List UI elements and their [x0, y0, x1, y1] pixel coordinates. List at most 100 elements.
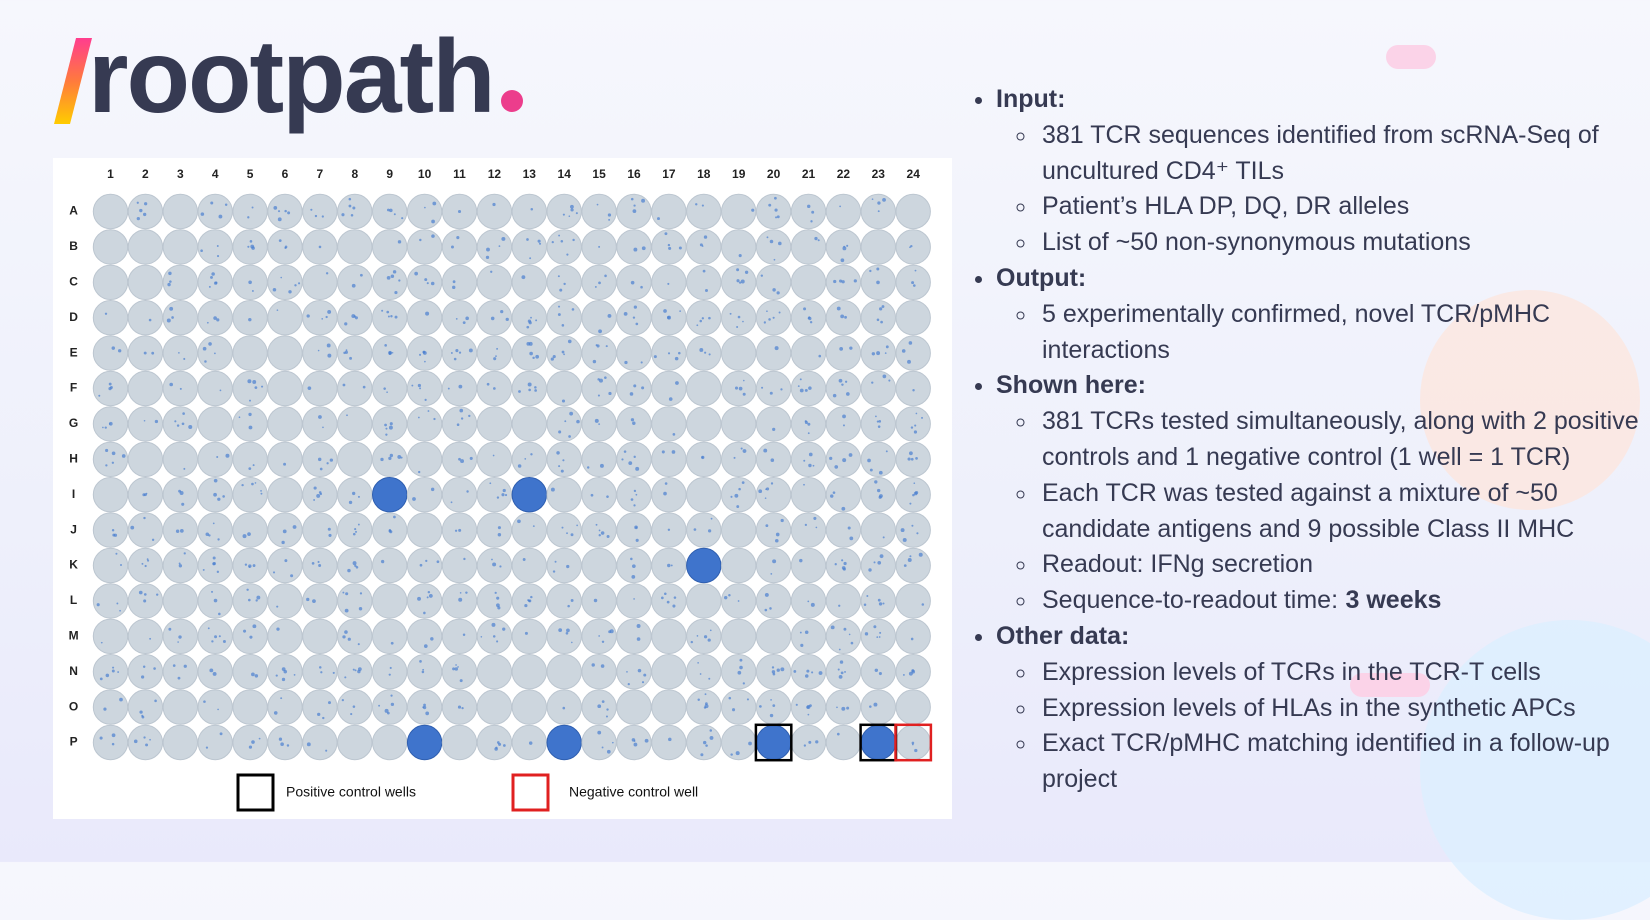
speck — [430, 637, 434, 641]
speck — [276, 605, 279, 608]
sub-bullet: Patient’s HLA DP, DQ, DR alleles — [1038, 189, 1650, 225]
speck — [430, 281, 435, 286]
speck — [181, 502, 185, 506]
speck — [845, 380, 848, 383]
well — [372, 583, 408, 619]
speck — [679, 310, 681, 312]
speck — [641, 198, 646, 203]
sub-bullet-bold: 3 weeks — [1345, 586, 1442, 615]
speck — [842, 246, 847, 251]
well — [232, 193, 268, 230]
speck — [561, 350, 565, 354]
speck — [806, 669, 810, 673]
speck — [421, 670, 425, 674]
bullet: Shown here: 381 TCRs tested simultaneousl… — [996, 368, 1650, 619]
speck — [633, 384, 637, 388]
speck — [283, 462, 287, 466]
speck — [357, 495, 360, 498]
speck — [328, 533, 332, 537]
well — [686, 441, 722, 477]
well — [406, 512, 443, 548]
speck — [848, 453, 853, 457]
speck — [708, 316, 711, 320]
speck — [830, 494, 834, 498]
speck — [742, 392, 746, 396]
speck — [386, 310, 390, 314]
speck — [527, 319, 532, 323]
well — [511, 547, 547, 584]
well — [267, 618, 303, 654]
speck — [673, 596, 677, 599]
speck — [739, 658, 743, 662]
well — [476, 583, 513, 619]
well — [686, 193, 722, 230]
well — [755, 370, 792, 407]
speck — [567, 339, 572, 344]
speck — [666, 600, 670, 604]
speck — [352, 561, 357, 566]
well — [790, 229, 827, 265]
speck — [864, 632, 869, 636]
speck — [117, 349, 122, 353]
speck — [635, 322, 639, 326]
speck — [774, 208, 778, 212]
well — [616, 370, 652, 407]
well — [127, 654, 164, 690]
speck — [765, 488, 767, 491]
speck — [811, 210, 815, 214]
sub-bullet: Exact TCR/pMHC matching identified in a … — [1038, 726, 1650, 798]
well — [755, 477, 792, 513]
speck — [528, 741, 533, 745]
speck — [389, 666, 392, 670]
speck — [317, 349, 320, 352]
speck — [143, 419, 146, 422]
speck — [881, 305, 885, 308]
row-label: D — [69, 310, 78, 324]
well — [721, 618, 757, 654]
speck — [462, 321, 466, 325]
speck — [907, 558, 912, 562]
speck — [321, 317, 324, 320]
well — [232, 724, 268, 761]
speck — [772, 559, 777, 564]
speck — [276, 627, 280, 631]
speck — [384, 423, 387, 427]
speck — [458, 351, 462, 354]
speck — [344, 608, 349, 613]
speck — [496, 640, 499, 643]
speck — [668, 397, 673, 401]
speck — [804, 420, 808, 425]
speck — [112, 666, 115, 669]
speck — [562, 459, 565, 462]
well — [162, 406, 199, 442]
speck — [818, 671, 823, 675]
speck — [768, 318, 771, 321]
speck — [419, 238, 422, 242]
legend-text: Positive control wells — [286, 784, 416, 800]
speck — [793, 670, 797, 673]
speck — [764, 608, 768, 612]
speck — [284, 209, 287, 213]
speck — [599, 463, 604, 468]
speck — [631, 575, 636, 579]
speck — [390, 641, 394, 645]
speck — [411, 384, 414, 387]
well — [511, 618, 547, 654]
speck — [738, 254, 742, 258]
speck — [708, 529, 712, 533]
well — [302, 335, 338, 371]
well — [197, 689, 233, 725]
speck — [703, 740, 707, 745]
speck — [530, 316, 532, 319]
speck — [535, 319, 538, 322]
speck — [154, 419, 159, 424]
well — [755, 512, 792, 548]
speck — [876, 318, 880, 322]
speck — [592, 359, 597, 364]
speck — [764, 497, 767, 499]
control-box — [754, 723, 793, 762]
well — [476, 406, 513, 442]
speck — [598, 423, 601, 425]
speck — [497, 533, 502, 537]
speck — [248, 317, 252, 322]
